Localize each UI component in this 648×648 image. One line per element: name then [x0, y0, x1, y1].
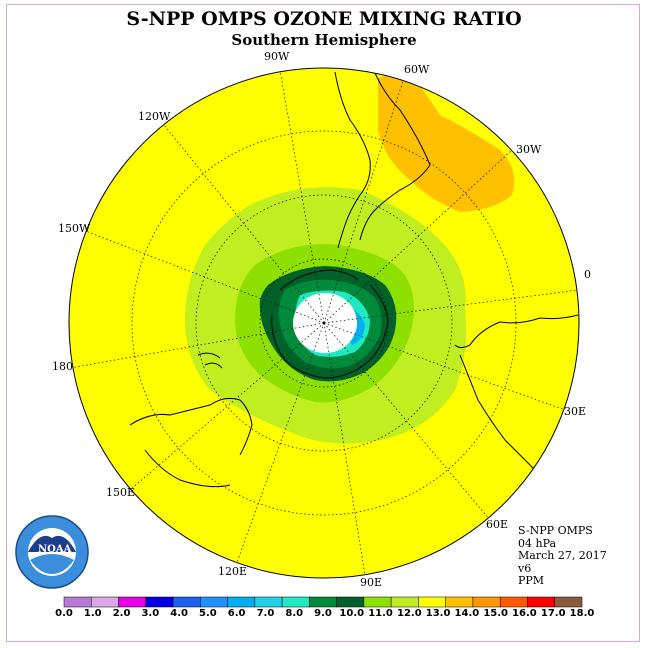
lon-label-150w: 150W [58, 222, 91, 235]
colorbar-tick-label: 11.0 [368, 608, 393, 619]
colorbar-tick-label: 6.0 [227, 608, 246, 619]
colorbar-tick-label: 15.0 [483, 608, 508, 619]
info-instrument: S-NPP OMPS [518, 524, 593, 537]
lon-label-60e: 60E [486, 518, 509, 531]
coastlines [129, 68, 579, 488]
colorbar-segment [145, 596, 174, 608]
colorbar-segment [472, 596, 501, 608]
info-version: v6 [518, 561, 532, 575]
colorbar-tick-label: 10.0 [339, 608, 365, 619]
lon-label-60w: 60W [404, 63, 430, 76]
colorbar [63, 596, 583, 608]
colorbar-tick-label: 16.0 [512, 608, 537, 619]
antarctica-coast [271, 269, 389, 379]
colorbar-tick-label: 12.0 [396, 608, 422, 619]
colorbar-segment [309, 596, 337, 608]
colorbar-tick-label: 18.0 [569, 608, 595, 619]
colorbar-tick-label: 4.0 [170, 608, 188, 619]
info-level: 04 hPa [518, 536, 557, 550]
colorbar-tick-label: 1.0 [83, 608, 102, 619]
colorbar-tick-label: 5.0 [199, 608, 217, 619]
colorbar-tick-label: 7.0 [256, 608, 275, 619]
australia-coast [129, 397, 253, 488]
africa-coast [454, 314, 579, 471]
colorbar-tick-label: 13.0 [425, 608, 451, 619]
colorbar-segment [363, 596, 392, 608]
noaa-logo-text: NOAA [38, 544, 72, 555]
colorbar-segment [172, 596, 201, 608]
new-zealand-coast [197, 352, 223, 369]
info-date: March 27, 2017 [518, 549, 607, 562]
colorbar-segment [390, 596, 419, 608]
colorbar-tick-label: 3.0 [141, 608, 160, 619]
colorbar-ticks: 0.0 1.0 2.0 3.0 4.0 5.0 6.0 7.0 8.0 9.0 10.0 11.0 12… [0, 608, 648, 622]
lon-label-150e: 150E [106, 486, 136, 499]
map-title: S-NPP OMPS OZONE MIXING RATIO [126, 8, 522, 30]
colorbar-tick-label: 0.0 [55, 608, 73, 619]
colorbar-tick-label: 2.0 [112, 608, 131, 619]
lon-label-120e: 120E [218, 565, 248, 578]
lon-label-30w: 30W [516, 143, 542, 156]
colorbar-segment [499, 596, 528, 608]
map-subtitle: Southern Hemisphere [231, 31, 417, 49]
info-block: S-NPP OMPS 04 hPa March 27, 2017 v6 PPM [518, 524, 607, 588]
lon-label-0: 0 [584, 268, 591, 281]
lon-label-30e: 30E [564, 405, 587, 418]
lon-label-180: 180 [52, 360, 73, 373]
colorbar-tick-label: 9.0 [314, 608, 332, 619]
colorbar-segment [200, 596, 228, 608]
noaa-logo [15, 515, 89, 589]
colorbar-segment [336, 596, 365, 608]
colorbar-tick-label: 17.0 [540, 608, 566, 619]
colorbar-tick-label: 8.0 [285, 608, 304, 619]
lon-label-90w: 90W [264, 50, 290, 63]
colorbar-segment [554, 596, 583, 608]
colorbar-segment [527, 596, 555, 608]
colorbar-segment [281, 596, 310, 608]
colorbar-segment [118, 596, 147, 608]
lon-label-120w: 120W [138, 110, 171, 123]
colorbar-segment [91, 596, 119, 608]
south-america-coast [334, 68, 431, 249]
colorbar-segment [254, 596, 283, 608]
map-boundary [68, 67, 580, 579]
graticule [69, 69, 579, 576]
lon-label-90e: 90E [360, 576, 383, 589]
colorbar-segment [445, 596, 474, 608]
colorbar-tick-label: 14.0 [454, 608, 480, 619]
colorbar-segment [63, 596, 92, 608]
ozone-high-region [378, 74, 515, 212]
colorbar-segment [418, 596, 446, 608]
south-pole-marker [322, 321, 326, 325]
colorbar-segment [227, 596, 256, 608]
info-units: PPM [518, 574, 545, 587]
